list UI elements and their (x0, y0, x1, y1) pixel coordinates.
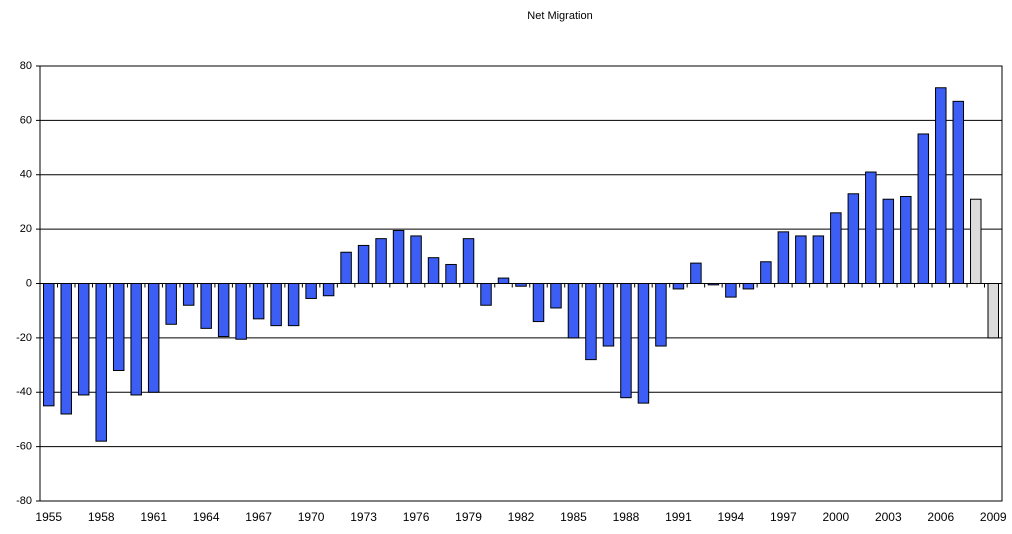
x-tick-label: 1997 (770, 510, 797, 524)
bar (830, 212, 842, 284)
bar (322, 283, 335, 297)
bar (270, 283, 282, 327)
bar (217, 283, 230, 338)
bar (585, 283, 597, 361)
x-tick-label: 1967 (245, 510, 272, 524)
x-tick-label: 1979 (455, 510, 482, 524)
bar (742, 283, 755, 290)
x-tick-label: 2003 (875, 510, 902, 524)
bar (462, 238, 475, 284)
bar (690, 262, 702, 284)
y-tick-label: 0 (26, 277, 32, 289)
x-tick-label: 1964 (193, 510, 220, 524)
bar (427, 257, 440, 284)
bar (375, 238, 387, 284)
bar (182, 283, 195, 306)
bar (952, 100, 965, 284)
x-tick-label: 1955 (35, 510, 62, 524)
bar (637, 283, 650, 404)
x-tick-label: 1988 (613, 510, 640, 524)
x-tick-label: 2009 (980, 510, 1007, 524)
x-tick-label: 1991 (665, 510, 692, 524)
y-tick-label: -20 (16, 332, 32, 344)
bar (532, 283, 545, 323)
y-tick-label: -80 (16, 495, 32, 507)
bar (602, 283, 615, 347)
x-tick-label: 1994 (718, 510, 745, 524)
x-tick-label: 1961 (140, 510, 167, 524)
bar (917, 133, 930, 284)
bar (672, 283, 685, 290)
bar (987, 283, 1000, 339)
chart-title: Net Migration (527, 10, 592, 22)
bar (445, 263, 457, 284)
bar (515, 283, 527, 287)
bar (77, 283, 90, 396)
bar (95, 283, 107, 442)
bar (235, 283, 247, 340)
y-tick-label: -40 (16, 386, 32, 398)
bar (760, 261, 772, 284)
bar (392, 229, 405, 284)
bar (305, 283, 317, 299)
y-tick-label: 20 (20, 223, 32, 235)
x-tick-label: 1985 (560, 510, 587, 524)
x-tick-label: 1976 (403, 510, 430, 524)
bar (970, 198, 982, 284)
bar (42, 283, 55, 407)
y-tick-label: -60 (16, 441, 32, 453)
bar (567, 283, 580, 339)
bar (935, 87, 947, 284)
bar (725, 283, 737, 298)
bar (812, 235, 825, 284)
bar (655, 283, 667, 347)
bar (252, 283, 265, 320)
bar (707, 283, 720, 286)
bar (200, 283, 212, 329)
bar (882, 198, 895, 284)
bar (112, 283, 125, 371)
y-tick-label: 60 (20, 114, 32, 126)
bar (147, 283, 160, 393)
bar (865, 171, 877, 284)
bar (357, 244, 370, 284)
bar (60, 283, 72, 415)
bar (340, 251, 352, 284)
bar (620, 283, 632, 399)
bar (900, 196, 912, 284)
x-tick-label: 1958 (88, 510, 115, 524)
x-tick-label: 2000 (822, 510, 849, 524)
x-tick-label: 1982 (508, 510, 535, 524)
bar (480, 283, 492, 306)
bar (777, 231, 790, 284)
bar (847, 193, 860, 284)
y-tick-label: 40 (20, 169, 32, 181)
x-tick-label: 1970 (298, 510, 325, 524)
x-tick-label: 1973 (350, 510, 377, 524)
bar (550, 283, 562, 309)
x-tick-label: 2006 (927, 510, 954, 524)
bar (497, 277, 510, 284)
bar (410, 235, 422, 284)
bar (287, 283, 300, 327)
bar (130, 283, 142, 396)
bar (795, 235, 807, 284)
y-tick-label: 80 (20, 60, 32, 72)
bar (165, 283, 177, 325)
